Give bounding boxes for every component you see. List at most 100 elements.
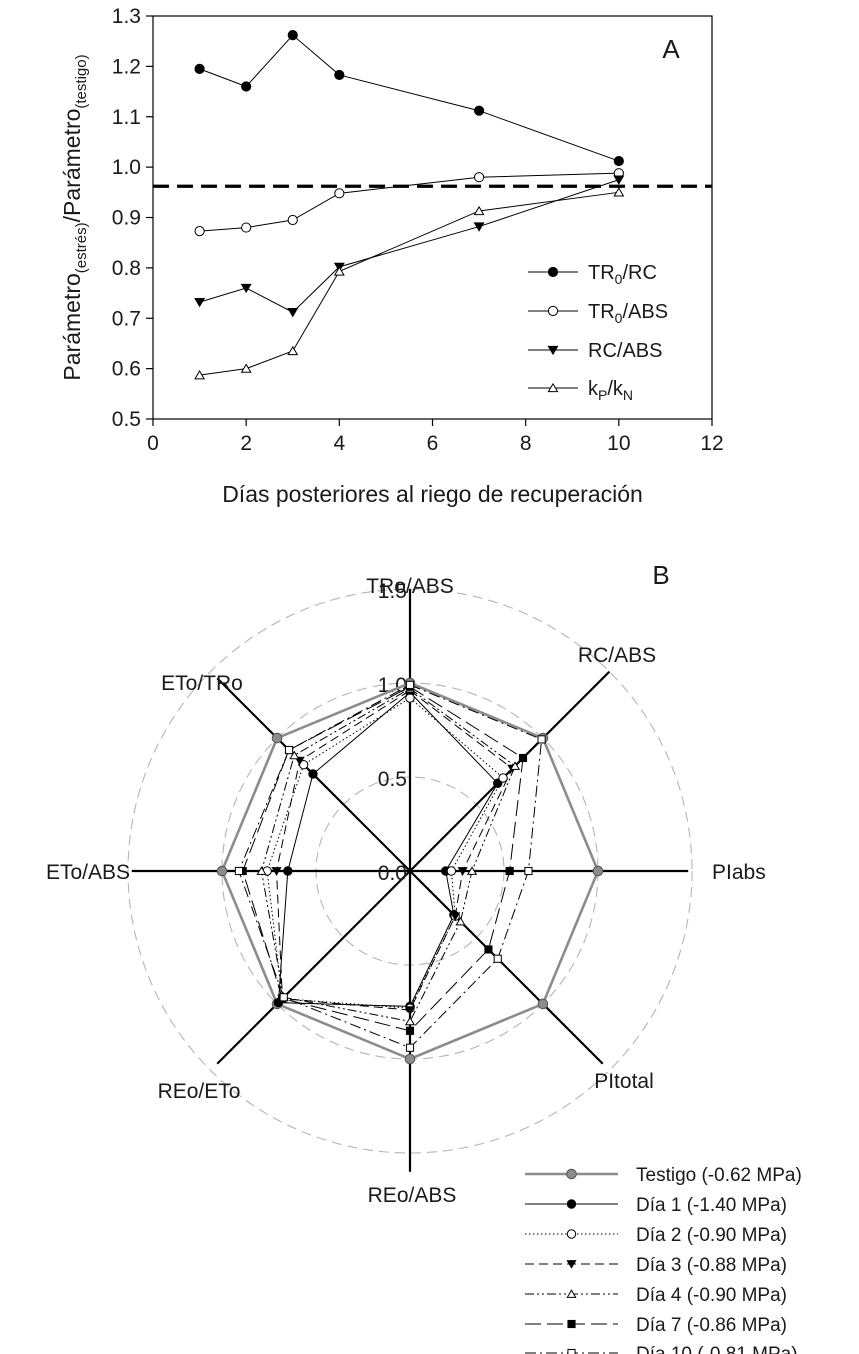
marker-shape (194, 226, 205, 237)
radar-axis-label: PIabs (712, 861, 766, 884)
x-tick-label: 10 (607, 432, 630, 455)
marker-shape (405, 1043, 415, 1052)
legend-label: Día 2 (-0.90 MPa) (636, 1225, 787, 1246)
x-tick-label: 2 (240, 432, 252, 455)
marker-shape (287, 30, 298, 41)
legend-label: TR0/RC (588, 262, 657, 287)
data-point (287, 308, 299, 318)
marker-shape (404, 1006, 416, 1015)
marker-shape (287, 345, 299, 356)
radial-tick-label: 0.5 (378, 768, 407, 791)
radar-axis-label: ETo/ABS (46, 861, 130, 884)
x-tick-label: 12 (700, 432, 723, 455)
data-point (241, 81, 252, 92)
y-tick-label: 1.0 (112, 156, 141, 179)
radar-axis (216, 870, 411, 1065)
marker-shape (404, 1016, 416, 1026)
legend-marker (547, 345, 559, 356)
radar-data-point (271, 867, 282, 876)
data-point (240, 363, 252, 373)
radar-data-point (493, 954, 502, 963)
marker-shape (524, 866, 533, 876)
marker-shape (308, 769, 318, 779)
legend-marker (566, 1199, 577, 1209)
data-point (473, 222, 485, 232)
legend-entry: TR0/ABS (528, 301, 668, 326)
marker-shape (567, 1348, 576, 1354)
data-point (613, 155, 624, 167)
legend-entry: Día 3 (-0.88 MPa) (525, 1255, 787, 1276)
marker-shape (234, 866, 243, 876)
marker-shape (537, 998, 549, 1010)
marker-shape (194, 297, 206, 308)
marker-shape (405, 680, 415, 689)
marker-shape (537, 735, 546, 744)
radar-axis-label: REo/ETo (158, 1080, 241, 1103)
marker-shape (613, 155, 624, 167)
radar-series-outline (266, 697, 504, 1009)
marker-shape (287, 214, 298, 226)
data-point (473, 105, 485, 116)
marker-shape (194, 370, 206, 380)
y-tick-label: 0.6 (112, 358, 141, 381)
radar-data-point (279, 993, 288, 1002)
x-tick-label: 0 (147, 432, 159, 455)
legend-label: Día 7 (-0.86 MPa) (636, 1315, 787, 1336)
marker-shape (446, 866, 457, 876)
radar-data-point (537, 735, 546, 744)
marker-shape (566, 1260, 577, 1269)
radar-data-point (405, 1026, 415, 1035)
radar-data-point (484, 945, 493, 954)
data-point (240, 283, 252, 294)
legend-entry: Día 7 (-0.86 MPa) (525, 1315, 787, 1336)
marker-shape (216, 865, 228, 877)
radar-data-point (405, 680, 415, 689)
legend-label: kP/kN (588, 378, 633, 403)
x-tick-label: 6 (427, 432, 439, 455)
legend-label: TR0/ABS (588, 301, 668, 326)
y-tick-label: 1.1 (112, 106, 141, 129)
radar-axis (409, 870, 604, 1065)
data-point (473, 172, 485, 183)
marker-shape (334, 69, 345, 81)
marker-shape (289, 750, 300, 760)
marker-shape (283, 866, 293, 876)
radar-data-point (256, 866, 267, 875)
marker-shape (240, 283, 252, 294)
radar-series-outline (242, 686, 524, 1032)
marker-shape (613, 175, 625, 185)
data-point (194, 63, 205, 74)
marker-shape (279, 993, 288, 1002)
marker-shape (240, 363, 252, 373)
marker-shape (256, 866, 267, 875)
legend-entry: Día 1 (-1.40 MPa) (525, 1195, 787, 1216)
panel-a-line-chart: 0 2 4 6 8 10 12 0.5 0.6 0.7 0.8 0.9 1.0 1.1 1.2 1.3 A TR0… (59, 5, 724, 507)
data-point (194, 226, 205, 237)
marker-shape (484, 945, 493, 954)
marker-shape (547, 266, 559, 278)
data-point (194, 370, 206, 380)
marker-shape (518, 753, 528, 763)
data-point (473, 205, 485, 216)
marker-shape (241, 81, 252, 92)
radar-data-point (524, 866, 533, 876)
radar-axis (409, 670, 611, 872)
radar-data-point (308, 769, 318, 779)
legend-entry: Testigo (-0.62 MPa) (525, 1165, 802, 1186)
marker-shape (473, 222, 485, 232)
radar-data-point (592, 865, 604, 877)
marker-shape (271, 732, 283, 744)
radar-series-outline (260, 688, 516, 1022)
legend-entry: Día 10 (-0.81 MPa) (525, 1344, 798, 1354)
marker-shape (547, 305, 559, 317)
legend-marker (566, 1229, 577, 1239)
legend-label: Día 10 (-0.81 MPa) (636, 1344, 798, 1354)
y-tick-label: 0.8 (112, 257, 141, 280)
radar-data-point (216, 865, 228, 877)
radar-data-point (537, 998, 549, 1010)
radar-data-point (271, 732, 283, 744)
marker-shape (493, 954, 502, 963)
marker-shape (455, 916, 466, 926)
marker-shape (509, 761, 521, 770)
legend-label: Testigo (-0.62 MPa) (636, 1165, 802, 1186)
